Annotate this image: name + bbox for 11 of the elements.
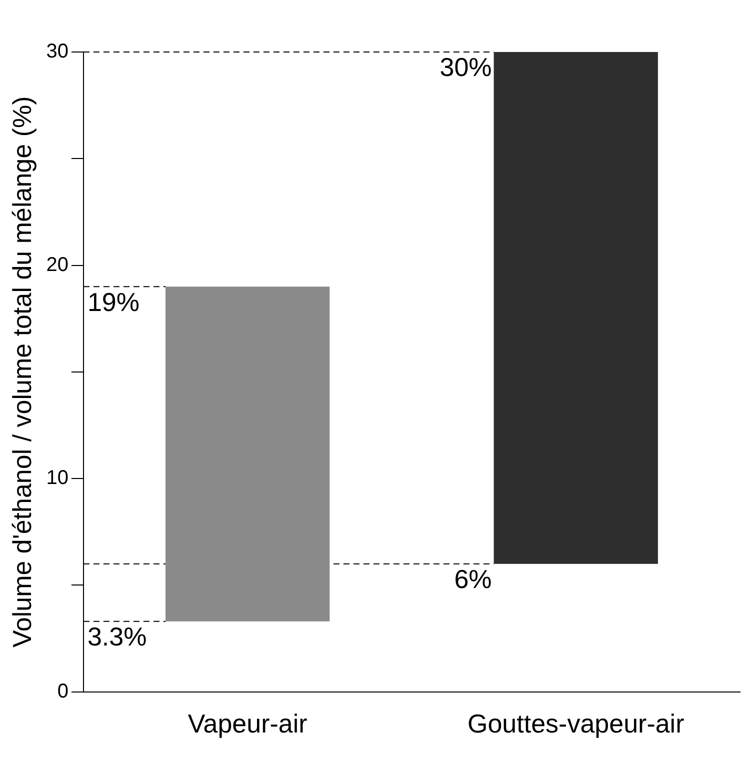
- x-tick-label: Gouttes-vapeur-air: [467, 708, 685, 739]
- ref-line-label: 30%: [440, 52, 492, 82]
- y-axis-title: Volume d'éthanol / volume total du mélange (%): [6, 96, 37, 648]
- ref-line-label: 3.3%: [87, 622, 147, 652]
- y-tick-label: 20: [46, 254, 68, 276]
- y-tick-label: 0: [57, 680, 68, 702]
- ref-line-label: 6%: [454, 564, 492, 594]
- y-tick-label: 10: [46, 467, 68, 490]
- x-tick-label: Vapeur-air: [188, 708, 308, 739]
- ref-line-label: 19%: [87, 286, 140, 317]
- y-tick-label: 30: [46, 40, 68, 63]
